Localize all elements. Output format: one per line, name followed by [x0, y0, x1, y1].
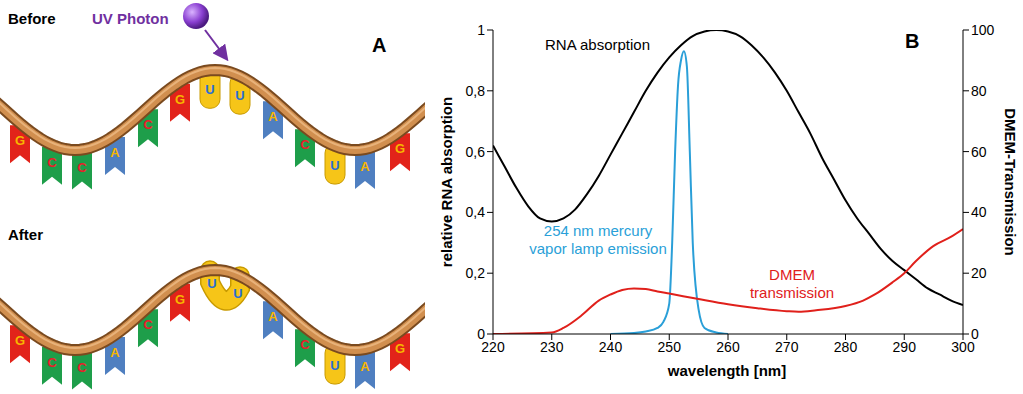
html-text:DMEM-Transmission: DMEM-Transmission: [1002, 108, 1019, 256]
svg-text:A: A: [268, 309, 278, 324]
svg-text:40: 40: [971, 204, 987, 220]
svg-text:G: G: [395, 141, 405, 156]
svg-text:0,4: 0,4: [466, 204, 486, 220]
svg-text:A: A: [360, 159, 370, 174]
svg-text:220: 220: [481, 338, 505, 355]
svg-text:C: C: [47, 355, 57, 370]
svg-text:100: 100: [971, 22, 995, 38]
html-text:wavelength [nm]: wavelength [nm]: [667, 362, 787, 379]
svg-text:0,8: 0,8: [466, 83, 486, 99]
svg-text:0,6: 0,6: [466, 144, 486, 160]
svg-text:300: 300: [951, 338, 975, 355]
svg-text:0,2: 0,2: [466, 265, 486, 281]
svg-text:U: U: [233, 286, 242, 301]
svg-text:A: A: [372, 34, 386, 56]
html-text:DMEM: DMEM: [769, 266, 815, 283]
svg-text:0: 0: [971, 326, 979, 342]
html-text:254 nm mercury: 254 nm mercury: [543, 222, 653, 239]
svg-text:0: 0: [477, 326, 485, 342]
svg-text:C: C: [47, 155, 57, 170]
html-text:transmission: transmission: [749, 284, 835, 301]
svg-text:C: C: [77, 360, 87, 375]
svg-text:290: 290: [893, 339, 917, 355]
html-text:vapor lamp emission: vapor lamp emission: [529, 240, 667, 257]
svg-text:G: G: [15, 333, 25, 348]
svg-text:A: A: [268, 109, 278, 124]
html-text:relative RNA absorption: relative RNA absorption: [438, 96, 455, 268]
svg-text:280: 280: [834, 339, 858, 355]
svg-text:U: U: [330, 158, 339, 173]
svg-text:Before: Before: [8, 10, 56, 27]
svg-text:UV Photon: UV Photon: [92, 10, 169, 27]
svg-text:U: U: [330, 358, 339, 373]
svg-text:20: 20: [971, 265, 987, 281]
svg-text:A: A: [110, 345, 120, 360]
svg-text:240: 240: [599, 339, 623, 355]
svg-text:60: 60: [971, 144, 987, 160]
svg-text:U: U: [205, 82, 214, 97]
svg-text:G: G: [175, 292, 185, 307]
svg-text:G: G: [15, 133, 25, 148]
html-text:B: B: [905, 30, 920, 52]
svg-text:A: A: [110, 145, 120, 160]
svg-text:230: 230: [540, 339, 564, 355]
svg-text:G: G: [395, 341, 405, 356]
svg-text:80: 80: [971, 83, 987, 99]
svg-text:C: C: [77, 160, 87, 175]
svg-text:A: A: [360, 359, 370, 374]
svg-text:C: C: [300, 137, 310, 152]
svg-text:270: 270: [775, 339, 799, 355]
svg-text:U: U: [207, 276, 216, 291]
svg-text:G: G: [175, 92, 185, 107]
svg-text:250: 250: [658, 339, 682, 355]
svg-text:260: 260: [716, 339, 740, 355]
svg-text:C: C: [143, 317, 153, 332]
html-text:RNA absorption: RNA absorption: [545, 36, 651, 53]
svg-text:1: 1: [477, 22, 485, 38]
svg-text:After: After: [8, 226, 43, 243]
svg-text:C: C: [300, 337, 310, 352]
svg-text:U: U: [235, 88, 244, 103]
svg-text:C: C: [143, 117, 153, 132]
